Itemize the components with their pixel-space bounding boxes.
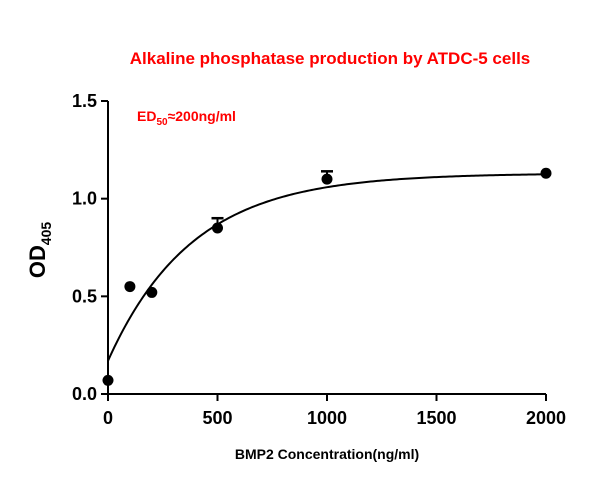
data-point [540,167,552,179]
x-tick-label: 1500 [416,408,456,428]
data-point [212,222,223,234]
chart-title: Alkaline phosphatase production by ATDC-… [130,49,531,68]
plot-area: 0.0 0.5 1.0 1.5 0 500 1000 1500 2000 [72,91,566,428]
x-tick-label: 1000 [307,408,347,428]
x-tick-label: 500 [202,408,232,428]
ed50-annotation-rest: ≈200ng/ml [168,108,236,124]
y-tick-label: 0.0 [72,384,97,404]
ed50-annotation-main: ED [137,108,156,124]
x-tick-label: 2000 [526,408,566,428]
data-point [321,173,333,185]
y-tick-label: 1.0 [72,189,97,209]
ed50-annotation-subscript: 50 [156,117,168,128]
x-tick-label: 0 [103,408,113,428]
y-tick-label: 1.5 [72,91,97,111]
y-tick-label: 0.5 [72,286,97,306]
y-axis-label-main: OD [25,245,50,278]
x-axis-label: BMP2 Concentration(ng/ml) [235,446,419,462]
fit-curve [107,173,547,362]
data-point [146,286,158,298]
ed50-annotation: ED50≈200ng/ml [137,108,236,128]
y-axis-label: OD405 [25,222,54,279]
data-point [102,374,114,386]
y-axis-label-subscript: 405 [38,222,54,246]
data-point [124,281,136,293]
